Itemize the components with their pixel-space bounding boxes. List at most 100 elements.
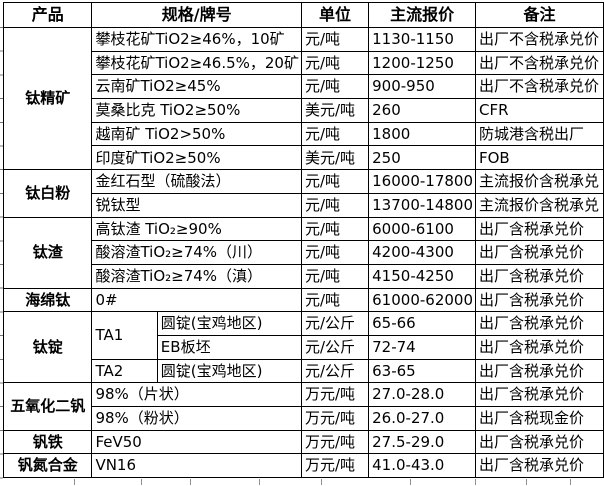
grid-tick [74,479,75,485]
table-row: 海绵钛 0# 元/吨 61000-62000 出厂含税承兑价 [2,287,604,313]
spec-cell: 锐钛型 [91,192,302,218]
note-cell: 出厂含税承兑价 [475,311,604,336]
unit-cell: 元/吨 [300,121,370,147]
col-header-spec: 规格/牌号 [91,2,302,28]
grid-tick [410,479,411,485]
price-cell: 260 [368,98,476,123]
spec-cell: 高钛渣 TiO₂≥90% [91,216,302,242]
table-row: 钛精矿 攀枝花矿TiO2≥46%，10矿 元/吨 1130-1150 出厂不含税… [2,26,604,171]
spec-cell: 圆锭(宝鸡地区) [156,358,302,384]
unit-cell: 元/吨 [300,74,370,100]
table-row: 攀枝花矿TiO2≥46.5%，20矿 元/吨 1200-1250 出厂不含税承兑… [4,50,604,76]
col-header-product: 产品 [2,2,93,28]
table-row: 莫桑比克 TiO2≥50% 美元/吨 260 CFR [4,98,604,123]
note-cell: 主流报价含税承兑 [475,192,604,218]
note-cell: 出厂不含税承兑价 [475,27,604,52]
col-header-unit: 单位 [300,2,370,28]
note-cell: 出厂含税承兑价 [475,358,604,384]
price-cell: 16000-17800 [368,169,476,194]
unit-cell: 元/吨 [300,27,370,52]
grid-tick [259,479,260,485]
spec-cell: VN16 [91,453,302,479]
col-header-note: 备注 [475,2,604,28]
unit-cell: 元/吨 [300,169,370,194]
table-row: 酸溶渣TiO₂≥74%（滇） 元/吨 4150-4250 出厂含税承兑价 [4,263,604,289]
table-row: 越南矿 TiO2>50% 元/吨 1800 防城港含税出厂 [4,121,604,147]
unit-cell: 万元/吨 [300,453,370,479]
price-cell: 900-950 [368,74,476,100]
table-row: EB板坯 元/公斤 72-74 出厂含税承兑价 [4,334,604,360]
col-header-price: 主流报价 [368,2,476,28]
spec-cell: 攀枝花矿TiO2≥46%，10矿 [91,27,302,52]
spec-cell: 金红石型（硫酸法） [91,169,302,194]
product-group-cell: 钒氮合金 [2,453,93,479]
product-group-cell: 钛白粉 [2,169,93,218]
spec-cell: 98%（片状） [91,382,302,407]
price-cell: 4200-4300 [368,240,476,265]
spec-cell: 0# [91,287,302,313]
grid-tick [190,479,191,485]
unit-cell: 元/公斤 [300,311,370,336]
unit-cell: 万元/吨 [300,406,370,431]
price-cell: 1130-1150 [368,27,476,52]
grid-tick [526,479,527,485]
grid-tick [475,479,476,485]
price-cell: 63-65 [368,358,476,384]
spec-cell: 莫桑比克 TiO2≥50% [91,98,302,123]
note-cell: 出厂不含税承兑价 [475,74,604,100]
note-cell: 出厂含税承兑价 [475,240,604,265]
spec-cell: 98%（粉状） [91,406,302,431]
grid-tick [141,479,142,485]
note-cell: 出厂不含税承兑价 [475,50,604,76]
unit-cell: 元/吨 [300,192,370,218]
spec-cell: 云南矿TiO2≥45% [91,74,302,100]
product-group-cell: 钛锭 [2,311,93,384]
row-gridline-ticks [0,27,3,479]
price-cell: 13700-14800 [368,192,476,218]
price-cell: 6000-6100 [368,216,476,242]
price-table: 产品 规格/牌号 单位 主流报价 备注 钛精矿 攀枝花矿TiO2≥46%，10矿… [2,2,604,479]
table-row: 五氧化二钒 98%（片状） 万元/吨 27.0-28.0 出厂含税承兑价 [2,382,604,431]
table-row: 钛锭 TA1 圆锭(宝鸡地区) 元/公斤 65-66 出厂含税承兑价 [2,311,604,384]
product-group-cell: 钛渣 [2,216,93,289]
header-row: 产品 规格/牌号 单位 主流报价 备注 [2,2,604,28]
unit-cell: 元/公斤 [300,358,370,384]
table-row: 钒铁 FeV50 万元/吨 27.5-29.0 出厂含税承兑价 [2,429,604,455]
unit-cell: 元/吨 [300,263,370,289]
note-cell: 出厂含税承兑价 [475,263,604,289]
spec-cell: 酸溶渣TiO₂≥74%（滇） [91,263,302,289]
table-row: 98%（粉状） 万元/吨 26.0-27.0 出厂含税现金价 [4,406,604,431]
note-cell: 出厂含税承兑价 [475,287,604,313]
product-group-cell: 钒铁 [2,429,93,455]
note-cell: 出厂含税承兑价 [475,382,604,407]
unit-cell: 元/公斤 [300,334,370,360]
table-row: 酸溶渣TiO₂≥74%（川） 元/吨 4200-4300 出厂含税承兑价 [4,240,604,265]
unit-cell: 元/吨 [300,287,370,313]
price-cell: 26.0-27.0 [368,406,476,431]
table-row: 钛渣 高钛渣 TiO₂≥90% 元/吨 6000-6100 出厂含税承兑价 [2,216,604,289]
table-row: 钛白粉 金红石型（硫酸法） 元/吨 16000-17800 主流报价含税承兑 [2,169,604,218]
price-cell: 61000-62000 [368,287,476,313]
column-gridline-ticks [0,479,604,486]
unit-cell: 元/吨 [300,50,370,76]
note-cell: 出厂含税现金价 [475,406,604,431]
grid-tick [570,479,571,485]
spec-cell: 圆锭(宝鸡地区) [156,311,302,336]
spec-cell: EB板坯 [156,334,302,360]
table-row: 锐钛型 元/吨 13700-14800 主流报价含税承兑 [4,192,604,218]
product-group-cell: 钛精矿 [2,26,93,171]
unit-cell: 元/吨 [300,240,370,265]
spec-cell: 印度矿TiO2≥50% [91,145,302,171]
grid-tick [321,479,322,485]
unit-cell: 美元/吨 [300,98,370,123]
table-row: 钒氮合金 VN16 万元/吨 41.0-43.0 出厂含税承兑价 [2,453,604,479]
spec-cell: 酸溶渣TiO₂≥74%（川） [91,240,302,265]
price-cell: 41.0-43.0 [368,453,476,479]
grade-cell: TA2 [91,358,158,384]
note-cell: 出厂含税承兑价 [475,216,604,242]
note-cell: 出厂含税承兑价 [475,429,604,455]
note-cell: CFR [475,98,604,123]
note-cell: 出厂含税承兑价 [475,334,604,360]
price-cell: 1200-1250 [368,50,476,76]
